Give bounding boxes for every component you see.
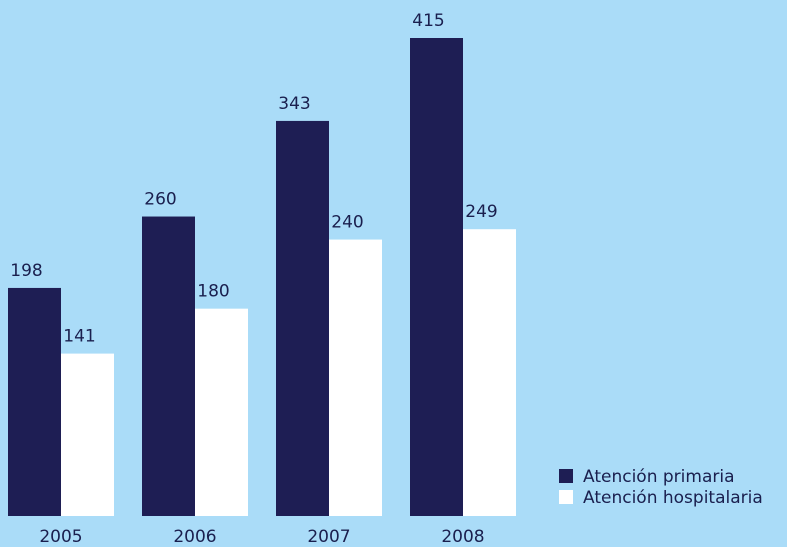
value-label-hospitalaria-2008: 249 <box>465 202 497 222</box>
bar-primaria-2007 <box>276 120 329 517</box>
bar-primaria-2005 <box>8 287 61 516</box>
legend-swatch-hospitalaria <box>559 490 573 504</box>
legend-label-primaria: Atención primaria <box>583 467 735 487</box>
legend-label-hospitalaria: Atención hospitalaria <box>583 488 763 508</box>
value-label-hospitalaria-2006: 180 <box>197 282 229 302</box>
value-labels-group: 198 141 260 180 343 240 415 249 <box>10 11 497 347</box>
value-label-hospitalaria-2005: 141 <box>63 327 95 347</box>
x-tick-label-2005: 2005 <box>39 527 82 547</box>
x-tick-label-2007: 2007 <box>307 527 350 547</box>
value-label-primaria-2005: 198 <box>10 261 42 281</box>
bar-hospitalaria-2008 <box>463 229 516 516</box>
bar-hospitalaria-2006 <box>195 308 248 516</box>
bar-primaria-2006 <box>142 216 195 516</box>
bar-primaria-2008 <box>410 38 463 516</box>
value-label-hospitalaria-2007: 240 <box>331 213 363 233</box>
bars-group <box>8 38 516 517</box>
legend-swatch-primaria <box>559 469 573 483</box>
x-tick-label-2006: 2006 <box>173 527 216 547</box>
x-axis-tick-labels: 2005 2006 2007 2008 <box>39 527 484 547</box>
value-label-primaria-2007: 343 <box>278 94 310 114</box>
value-label-primaria-2008: 415 <box>412 11 444 31</box>
value-label-primaria-2006: 260 <box>144 190 176 210</box>
x-tick-label-2008: 2008 <box>441 527 484 547</box>
bar-hospitalaria-2005 <box>61 353 114 516</box>
bar-hospitalaria-2007 <box>329 239 382 516</box>
